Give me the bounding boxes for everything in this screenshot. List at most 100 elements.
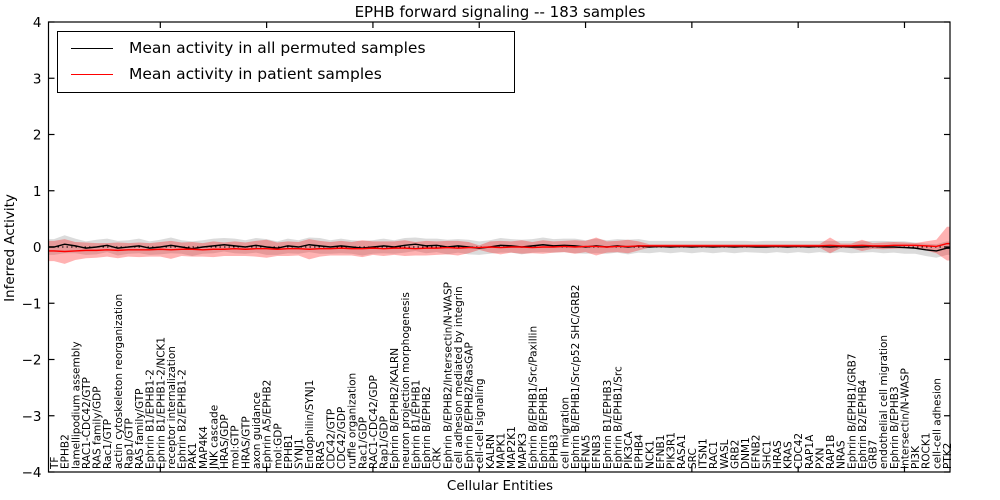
x-category-label: cell adhesion mediated by integrin [453,286,465,469]
x-category-label: PI3K [910,445,922,469]
x-category-label: CDC42/GDP [336,407,348,469]
patient-line-sample [71,73,113,75]
y-tick-label: −2 [22,353,42,369]
x-category-label: cell-cell adhesion [931,378,943,469]
legend-entry-permuted: Mean activity in all permuted samples [71,39,504,57]
x-category-label: JNK cascade [208,405,220,470]
x-category-label: MAP2K1 [506,426,518,469]
x-category-label: RAS family/GDP [92,386,104,469]
x-axis-label: Cellular Entities [446,478,554,494]
legend-entry-patient: Mean activity in patient samples [71,65,504,83]
x-category-label: Ephrin B1/EPHB1 [410,380,422,469]
x-category-label: Ephrin B/EPHB1 [538,386,550,469]
x-category-label: SHC1 [761,440,773,469]
x-category-label: MAPK3 [517,433,529,469]
x-category-label: axon guidance [251,392,263,469]
y-tick-label: 1 [33,184,42,200]
chart-title: EPHB forward signaling -- 183 samples [354,3,646,21]
x-category-label: cell migration [559,397,571,469]
x-category-label: PTK2 [942,443,954,469]
x-category-label: HRAS/GDP [219,414,231,469]
x-category-label: RRAS [315,441,327,469]
x-category-label: Ephrin B/EPHB2 [421,386,433,469]
x-category-label: PXN [814,448,826,469]
x-category-label: ITSN1 [697,438,709,469]
x-category-label: EPHB1 [283,434,295,469]
x-category-label: mol:GDP [272,423,284,469]
x-category-label: Rac1/GTP [102,419,114,469]
x-category-label: Ephrin B/EPHB2/Intersectin/N-WASP [442,282,454,469]
legend-label-patient: Mean activity in patient samples [129,65,382,83]
x-category-label: PIK3CA [623,431,635,469]
x-category-label: MAPK1 [496,433,508,469]
x-category-label: Intersectin/N-WASP [899,368,911,469]
x-category-label: mol:GTP [230,425,242,469]
x-category-label: Ephrin A5/EPHB2 [262,380,274,469]
x-category-label: RAP1A [804,434,816,469]
x-category-label: PIK3R1 [666,432,678,469]
x-category-label: cell-cell signaling [474,378,486,469]
x-category-label: EFNB2 [751,435,763,469]
x-category-label: CDC42 [793,433,805,469]
legend-label-permuted: Mean activity in all permuted samples [129,39,426,57]
x-category-label: Ephrin B/EPHB3 [889,386,901,469]
x-category-label: Ephrin B2/EPHB1-2 [177,369,189,469]
x-category-label: NRAS [836,440,848,469]
x-category-label: EPHB3 [549,434,561,469]
x-category-label: EPHB2 [60,434,72,469]
x-category-label: EFNB1 [655,435,667,469]
x-category-label: MAP4K4 [198,426,210,469]
x-category-label: Rap1/GDP [379,416,391,469]
y-tick-label: −1 [22,296,42,312]
x-category-label: endothelial cell migration [878,335,890,469]
legend: Mean activity in all permuted samples Me… [57,31,515,93]
x-category-label: CDC42/GTP [325,409,337,469]
x-category-label: receptor internalization [166,346,178,469]
x-category-label: SRC [687,448,699,469]
x-category-label: Ephrin B2/EPHB4 [857,379,869,469]
x-category-label: Ephrin B/EPHB2/RasGAP [464,342,476,469]
x-category-label: PAK1 [187,443,199,469]
x-category-label: EFNA5 [581,435,593,469]
x-category-label: GRB2 [729,440,741,469]
x-category-label: ROCK1 [921,433,933,469]
x-category-label: HRAS [772,440,784,469]
x-category-label: Endophilin/SYNJ1 [304,380,316,469]
x-category-label: HRAS/GTP [240,416,252,469]
x-category-label: RAC1 [708,441,720,469]
permuted-mean-line [48,243,950,252]
x-category-label: Ephrin B/EPHB1/Src/p52 SHC/GRB2 [570,285,582,469]
x-category-label: TF [49,457,61,470]
y-tick-label: −3 [22,409,42,425]
x-category-label: KRAS [783,441,795,469]
x-category-label: DNM1 [740,437,752,469]
x-category-label: Rac1/GDP [357,417,369,469]
y-tick-label: −4 [22,465,42,481]
x-category-label: RAP1B [825,435,837,469]
x-category-label: Ephrin B1/EPHB3 [602,380,614,469]
x-category-label: CRK [432,446,444,469]
x-category-label: neuron projection morphogenesis [400,292,412,469]
x-category-label: Rap1/GTP [123,418,135,469]
x-category-label: RAC1-CDC42/GTP [81,377,93,469]
permuted-line-sample [71,47,113,49]
y-tick-label: 3 [33,71,42,87]
x-category-label: Ephrin B1/EPHB1-2/NCK1 [155,337,167,469]
x-category-label: RASA1 [676,434,688,469]
patient-mean-line [48,242,950,253]
x-category-label: NCK1 [644,440,656,469]
x-category-label: WASL [719,439,731,469]
x-category-label: RAC1-CDC42/GDP [368,375,380,469]
x-category-label: Ephrin B/EPHB1/Src [612,366,624,469]
x-category-label: lamellipodium assembly [70,341,82,469]
x-category-label: Ephrin B/EPHB2/KALRN [389,348,401,469]
y-tick-label: 0 [33,240,42,256]
x-category-label: RAS family/GTP [134,388,146,469]
x-category-label: Ephrin B1/EPHB1-2 [145,369,157,469]
x-category-label: EFNB3 [591,435,603,469]
y-tick-label: 4 [33,15,42,31]
x-category-label: Ephrin B/EPHB1/Src/Paxillin [527,326,539,469]
x-category-label: GRB7 [868,440,880,469]
